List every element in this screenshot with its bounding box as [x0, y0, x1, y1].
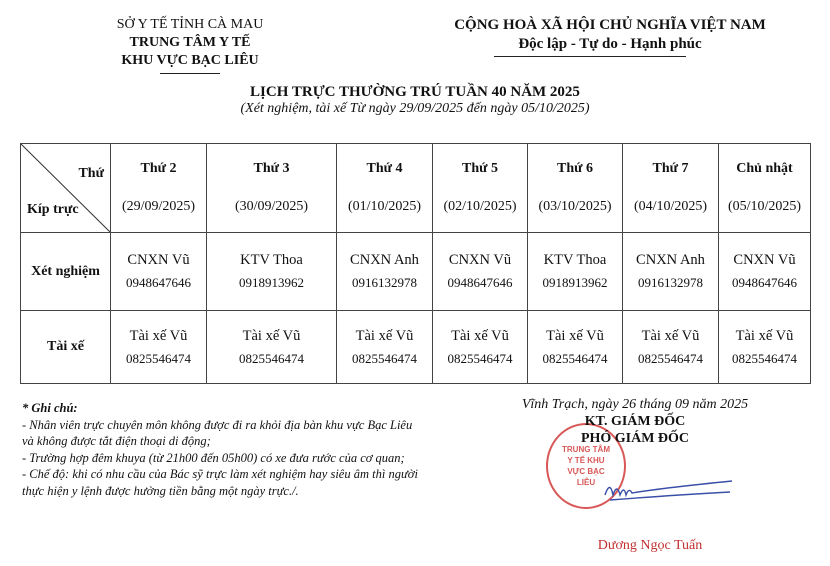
- day-date: (03/10/2025): [538, 199, 612, 214]
- day-header: Thứ 6 (03/10/2025): [527, 143, 623, 233]
- staff-phone: 0948647646: [126, 275, 191, 290]
- day-header: Thứ 5 (02/10/2025): [432, 143, 528, 233]
- schedule-cell: CNXN Anh 0916132978: [336, 232, 433, 311]
- staff-name: Tài xế Vũ: [242, 327, 301, 344]
- staff-phone: 0918913962: [239, 275, 304, 290]
- staff-name: Tài xế Vũ: [735, 327, 794, 344]
- signer-role: KT. GIÁM ĐỐC: [584, 414, 686, 429]
- signature-block: Vĩnh Trạch, ngày 26 tháng 09 năm 2025 KT…: [470, 396, 800, 447]
- staff-name: Tài xế Vũ: [129, 327, 188, 344]
- staff-name: CNXN Vũ: [733, 252, 796, 268]
- staff-phone: 0825546474: [239, 350, 304, 366]
- day-name: Thứ 3: [253, 161, 290, 176]
- schedule-cell: Tài xế Vũ 0825546474: [718, 310, 811, 384]
- official-stamp: TRUNG TÂM Y TẾ KHU VỰC BẠC LIÊU: [546, 423, 626, 509]
- note-line: - Chế độ: khi có nhu cầu của Bác sỹ trực…: [22, 467, 418, 481]
- staff-phone: 0948647646: [447, 275, 513, 290]
- staff-name: CNXN Anh: [350, 252, 419, 268]
- note-line: - Trường hợp đêm khuya (từ 21h00 đến 05h…: [22, 450, 405, 465]
- staff-phone: 0916132978: [352, 275, 417, 290]
- day-header: Thứ 4 (01/10/2025): [336, 143, 433, 233]
- day-date: (02/10/2025): [443, 199, 517, 214]
- day-date: (01/10/2025): [347, 199, 422, 214]
- signer-name: Dương Ngọc Tuấn: [597, 538, 703, 553]
- day-header: Chủ nhật (05/10/2025): [718, 143, 811, 233]
- day-name: Thứ 5: [461, 161, 499, 176]
- day-name: Thứ 7: [652, 161, 689, 176]
- divider: [494, 56, 686, 57]
- agency-parent: SỞ Y TẾ TỈNH CÀ MAU: [116, 17, 264, 32]
- handwritten-signature: [604, 480, 733, 501]
- document-title: LỊCH TRỰC THƯỜNG TRÚ TUẦN 40 NĂM 2025: [250, 84, 580, 100]
- table-row-driver: Tài xế Tài xế Vũ 0825546474 Tài xế Vũ 08255…: [20, 310, 811, 384]
- staff-name: KTV Thoa: [240, 252, 303, 268]
- row-label: Xét nghiệm: [20, 232, 111, 311]
- day-name: Thứ 4: [366, 161, 403, 176]
- schedule-cell: CNXN Vũ 0948647646: [718, 232, 811, 311]
- schedule-cell: Tài xế Vũ 0825546474: [432, 310, 528, 384]
- stamp-text: TRUNG TÂM Y TẾ KHU VỰC BẠC LIÊU: [562, 445, 610, 487]
- notes: * Ghi chú: - Nhân viên trực chuyên môn k…: [22, 400, 462, 499]
- staff-phone: 0916132978: [638, 275, 703, 290]
- corner-bottom-label: Kíp trực: [27, 202, 79, 217]
- staff-phone: 0825546474: [638, 350, 703, 366]
- day-date: (30/09/2025): [234, 199, 309, 214]
- staff-phone: 0948647646: [732, 275, 797, 290]
- day-name: Chủ nhật: [736, 161, 793, 176]
- staff-phone: 0918913962: [542, 275, 608, 290]
- place-date: Vĩnh Trạch, ngày 26 tháng 09 năm 2025: [521, 397, 749, 412]
- staff-name: CNXN Vũ: [127, 252, 190, 268]
- schedule-cell: KTV Thoa 0918913962: [527, 232, 623, 311]
- agency-name: TRUNG TÂM Y TẾ: [129, 35, 251, 50]
- day-date: (29/09/2025): [121, 199, 196, 214]
- staff-phone: 0825546474: [542, 350, 608, 366]
- schedule-cell: CNXN Anh 0916132978: [622, 232, 719, 311]
- staff-phone: 0825546474: [732, 350, 797, 366]
- agency-region: KHU VỰC BẠC LIÊU: [121, 53, 259, 68]
- document-subtitle: (Xét nghiệm, tài xế Từ ngày 29/09/2025 đ…: [240, 101, 590, 116]
- signer-title: PHÓ GIÁM ĐỐC: [580, 431, 690, 446]
- divider: [160, 73, 220, 74]
- day-date: (05/10/2025): [727, 199, 802, 214]
- note-line: - Nhân viên trực chuyên môn không được đ…: [22, 417, 413, 432]
- staff-phone: 0825546474: [126, 350, 191, 366]
- schedule-cell: CNXN Vũ 0948647646: [432, 232, 528, 311]
- staff-name: CNXN Vũ: [448, 252, 512, 268]
- day-header: Thứ 2 (29/09/2025): [110, 143, 207, 233]
- day-header: Thứ 3 (30/09/2025): [206, 143, 337, 233]
- day-header: Thứ 7 (04/10/2025): [622, 143, 719, 233]
- staff-name: CNXN Anh: [636, 252, 705, 268]
- staff-name: KTV Thoa: [543, 252, 607, 268]
- schedule-cell: Tài xế Vũ 0825546474: [527, 310, 623, 384]
- note-line: thực hiện y lệnh được hưởng tiền bằng mộ…: [22, 483, 299, 498]
- duty-schedule-table: Thứ Kíp trực Thứ 2 (29/09/2025) Thứ 3 (30/…: [20, 143, 811, 384]
- issuing-agency: SỞ Y TẾ TỈNH CÀ MAU TRUNG TÂM Y TẾ KHU V…: [60, 16, 320, 70]
- schedule-cell: KTV Thoa 0918913962: [206, 232, 337, 311]
- day-name: Thứ 2: [140, 161, 177, 176]
- row-label: Tài xế: [20, 310, 111, 384]
- table-row-lab: Xét nghiệm CNXN Vũ 0948647646 KTV Thoa 0918…: [20, 232, 811, 311]
- staff-phone: 0825546474: [352, 350, 417, 366]
- notes-heading: * Ghi chú:: [22, 401, 78, 415]
- staff-phone: 0825546474: [447, 350, 513, 366]
- day-name: Thứ 6: [556, 161, 594, 176]
- schedule-cell: Tài xế Vũ 0825546474: [110, 310, 207, 384]
- diagonal-line: [21, 144, 110, 232]
- corner-cell: Thứ Kíp trực: [20, 143, 111, 233]
- note-line: và không được tắt điện thoại di động;: [22, 434, 211, 448]
- day-date: (04/10/2025): [633, 199, 708, 214]
- staff-name: Tài xế Vũ: [546, 327, 604, 344]
- schedule-cell: CNXN Vũ 0948647646: [110, 232, 207, 311]
- staff-name: Tài xế Vũ: [355, 327, 414, 344]
- staff-name: Tài xế Vũ: [451, 327, 509, 344]
- schedule-cell: Tài xế Vũ 0825546474: [206, 310, 337, 384]
- schedule-cell: Tài xế Vũ 0825546474: [622, 310, 719, 384]
- national-motto: Độc lập - Tự do - Hạnh phúc: [518, 36, 702, 52]
- schedule-cell: Tài xế Vũ 0825546474: [336, 310, 433, 384]
- national-header: CỘNG HOÀ XÃ HỘI CHỦ NGHĨA VIỆT NAM Độc l…: [400, 16, 820, 54]
- corner-top-label: Thứ: [78, 166, 104, 181]
- staff-name: Tài xế Vũ: [641, 327, 700, 344]
- national-title: CỘNG HOÀ XÃ HỘI CHỦ NGHĨA VIỆT NAM: [454, 17, 766, 33]
